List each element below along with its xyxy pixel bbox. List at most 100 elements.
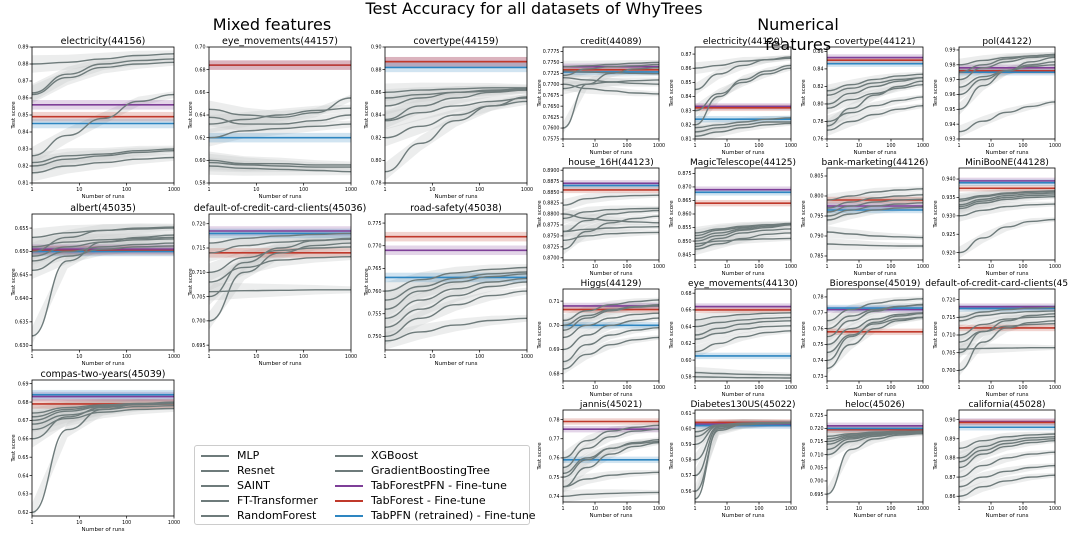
panel-title: Diabetes130US(45022) [690,400,795,410]
variance-band [695,318,791,341]
panel-default-of-credit-card-clients-45062: default-of-credit-card-clients(45062) 1 10… [925,279,1068,398]
mixed-features-title: Mixed features [212,15,332,34]
y-tick-label: 0.700 [942,368,956,374]
y-tick-label: 0.96 [945,92,956,98]
panel-title: jannis(45021) [579,400,642,410]
x-tick-label: 1 [561,506,564,512]
y-tick-label: 0.715 [942,315,956,321]
x-axis-label: Number of runs [722,150,765,156]
y-axis-label: Test score [537,442,543,471]
x-axis-label: Number of runs [82,361,125,367]
x-tick-label: 1000 [785,264,797,270]
baseline-curve-0 [827,80,923,127]
legend-swatch [335,470,363,472]
baseline-curve-5 [827,431,923,445]
baseline-curve-6 [827,77,923,96]
y-tick-label: 0.695 [192,343,206,349]
y-tick-label: 0.89 [18,45,29,51]
x-axis-label: Number of runs [722,513,765,519]
x-tick-label: 1000 [653,264,665,270]
baseline-curve-3 [695,376,791,379]
x-axis-label: Number of runs [854,150,897,156]
legend-item-saint: SAINT [201,478,270,494]
panel-plot-area [827,54,923,137]
y-tick-label: 0.76 [813,326,824,332]
baseline-curve-0 [695,330,791,353]
baseline-curve-3 [827,303,923,338]
baseline-curve-6 [827,194,923,209]
variance-band [563,65,659,78]
x-tick-label: 1 [693,385,696,391]
y-tick-label: 0.84 [18,130,29,136]
x-tick-label: 100 [122,520,131,526]
y-tick-label: 0.98 [945,63,956,69]
legend-item-randomforest: RandomForest [201,508,316,524]
y-tick-label: 0.84 [371,113,382,119]
x-tick-label: 1000 [917,143,929,149]
y-tick-label: 0.56 [681,489,692,495]
legend-item-gradientboostingtree: GradientBoostingTree [335,463,490,479]
y-tick-label: 0.8800 [543,212,560,218]
y-tick-label: 0.78 [813,119,824,125]
baseline-curve-3 [563,70,659,75]
y-tick-label: 0.700 [810,479,824,485]
panel-title: electricity(44120) [703,37,783,47]
y-axis-label: Test score [933,321,939,350]
y-tick-label: 0.87 [18,79,29,85]
variance-band [959,304,1055,324]
x-tick-label: 1 [825,264,828,270]
y-tick-label: 0.7625 [543,115,560,121]
x-tick-label: 1 [561,385,564,391]
panel-title: default-of-credit-card-clients(45036) [194,203,367,214]
baseline-curve-2 [32,405,174,425]
legend-label: FT-Transformer [237,494,318,507]
x-tick-label: 100 [886,264,895,270]
y-tick-label: 0.785 [810,254,824,260]
legend-item-tabforestpfn: TabForestPFN - Fine-tune [335,478,507,494]
x-axis-label: Number of runs [854,513,897,519]
baseline-curve-0 [209,242,351,322]
y-tick-label: 0.58 [681,375,692,381]
panel-title: house_16H(44123) [568,158,654,168]
variance-band [385,98,527,147]
x-tick-label: 10 [856,506,862,512]
y-tick-label: 0.870 [678,185,692,191]
panel-plot-area [695,419,791,502]
baseline-curve-0 [385,281,527,328]
y-tick-label: 0.795 [810,214,824,220]
baseline-curve-1 [385,277,527,319]
baseline-curve-4 [827,312,923,362]
y-tick-label: 0.95 [945,107,956,113]
y-axis-label: Test score [537,321,543,350]
baseline-curve-4 [385,271,527,301]
legend-swatch [201,515,229,517]
baseline-curve-0 [695,64,791,126]
legend-swatch [335,515,363,517]
x-tick-label: 1000 [168,520,180,526]
baseline-curve-3 [385,89,527,99]
x-tick-label: 100 [622,385,631,391]
x-axis-label: Number of runs [986,271,1029,277]
y-tick-label: 0.85 [681,80,692,86]
legend-item-resnet: Resnet [201,463,275,479]
baseline-curve-5 [827,206,923,221]
baseline-curve-5 [32,238,174,257]
panel-eye-movements-44130: eye_movements(44130) 1 10 100 1000 Number of … [669,279,798,398]
x-tick-label: 10 [856,264,862,270]
legend-swatch [335,485,363,487]
x-tick-label: 100 [622,506,631,512]
y-tick-label: 0.64 [681,324,692,330]
y-tick-label: 0.640 [15,296,29,302]
x-tick-label: 1000 [653,506,665,512]
x-tick-label: 1000 [917,264,929,270]
y-tick-label: 0.84 [813,67,824,73]
y-tick-label: 0.8825 [543,201,560,207]
panel-miniboone-44128: MiniBooNE(44128) 1 10 100 1000 Number of runs… [933,158,1061,277]
baseline-curve-2 [695,371,791,376]
x-tick-label: 1 [957,506,960,512]
variance-band [959,343,1055,356]
baseline-curve-1 [959,190,1055,202]
variance-band [959,463,1055,493]
x-tick-label: 1000 [1049,143,1061,149]
variance-band [209,151,351,172]
